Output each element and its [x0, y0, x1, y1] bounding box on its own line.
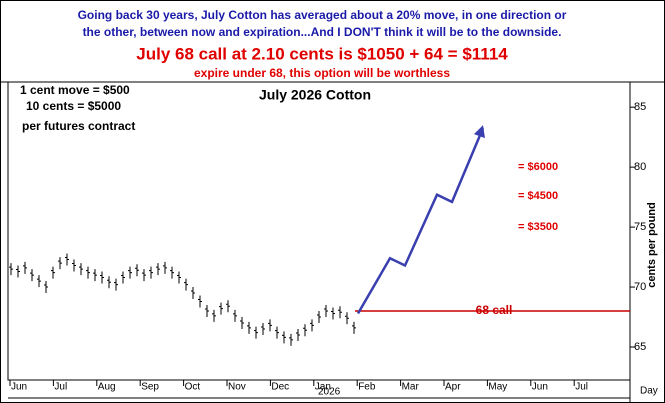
x-tick-label: Sep — [141, 382, 159, 393]
note: 1 cent move = $500 — [20, 83, 130, 97]
price-bar — [275, 326, 279, 339]
price-bar — [240, 317, 244, 330]
price-bar — [282, 331, 286, 344]
x-tick-label: Oct — [185, 382, 201, 393]
price-bar — [114, 278, 118, 291]
projection — [356, 127, 485, 315]
price-bar — [331, 307, 335, 320]
price-bar — [310, 319, 314, 332]
target-label: = $3500 — [518, 221, 558, 233]
price-bar — [72, 259, 76, 272]
note: per futures contract — [22, 119, 135, 133]
price-bar — [268, 319, 272, 332]
price-bar — [324, 305, 328, 318]
price-bar — [254, 326, 258, 339]
price-bar — [170, 266, 174, 279]
y-axis-label: cents per pound — [646, 202, 658, 288]
price-bar — [338, 306, 342, 319]
note: 10 cents = $5000 — [26, 99, 121, 113]
price-bar — [289, 333, 293, 346]
price-bar — [128, 266, 132, 279]
target-label: = $4500 — [518, 190, 558, 202]
x-tick-label: Apr — [445, 382, 461, 393]
header-line: Going back 30 years, July Cotton has ave… — [78, 8, 567, 22]
header-line: the other, between now and expiration...… — [83, 25, 562, 39]
price-bar — [156, 263, 160, 276]
price-bar — [79, 263, 83, 276]
y-tick-label: 70 — [634, 281, 646, 293]
price-bar — [261, 323, 265, 336]
price-bar — [247, 321, 251, 334]
price-bar — [65, 253, 69, 266]
price-bar — [16, 265, 20, 278]
price-bar — [345, 312, 349, 325]
price-bar — [212, 309, 216, 322]
price-bar — [107, 276, 111, 289]
price-bar — [37, 275, 41, 288]
arrow-head — [474, 125, 485, 139]
price-bar — [184, 278, 188, 291]
y-tick-label: 85 — [634, 101, 646, 113]
price-bar — [219, 302, 223, 315]
price-bar — [233, 309, 237, 322]
price-bar — [9, 263, 13, 276]
x-tick-label: Jun — [11, 382, 27, 393]
y-tick-label: 80 — [634, 161, 646, 173]
price-bar — [352, 321, 356, 334]
price-bar — [30, 269, 34, 282]
subline: expire under 68, this option will be wor… — [194, 66, 450, 80]
x-tick-label: Dec — [271, 382, 289, 393]
price-bar — [205, 305, 209, 318]
chart-title: July 2026 Cotton — [259, 87, 371, 103]
x-tick-label: Jan — [315, 382, 331, 393]
price-bar — [198, 295, 202, 308]
price-bar — [51, 266, 55, 279]
x-unit-label: Day — [640, 386, 658, 397]
price-bar — [121, 271, 125, 284]
price-bar — [44, 281, 48, 294]
x-tick-label: Nov — [228, 382, 246, 393]
price-bar — [93, 269, 97, 282]
target-label: = $6000 — [518, 161, 558, 173]
price-bar — [86, 266, 90, 279]
price-bar — [163, 261, 167, 274]
x-tick-label: Jul — [575, 382, 588, 393]
price-bar — [191, 287, 195, 300]
price-bar — [296, 329, 300, 342]
price-bar — [226, 300, 230, 313]
price-bar — [149, 266, 153, 279]
plot-frame — [7, 81, 631, 381]
price-bar — [177, 271, 181, 284]
year-label: 2026 — [318, 387, 341, 398]
y-tick-label: 65 — [634, 341, 646, 353]
price-bar — [135, 264, 139, 277]
x-tick-label: Feb — [358, 382, 376, 393]
y-tick-label: 75 — [634, 221, 646, 233]
price-bar — [23, 261, 27, 274]
price-bar — [58, 257, 62, 270]
x-tick-label: May — [488, 382, 507, 393]
strike-label: 68 call — [476, 303, 513, 317]
x-tick-label: Jul — [54, 382, 67, 393]
price-bar — [317, 311, 321, 324]
x-tick-label: Mar — [402, 382, 420, 393]
price-bar — [100, 271, 104, 284]
price-bar — [142, 269, 146, 282]
price-bar — [303, 324, 307, 337]
x-tick-label: Jun — [532, 382, 548, 393]
headline: July 68 call at 2.10 cents is $1050 + 64… — [136, 44, 508, 63]
x-tick-label: Aug — [98, 382, 116, 393]
